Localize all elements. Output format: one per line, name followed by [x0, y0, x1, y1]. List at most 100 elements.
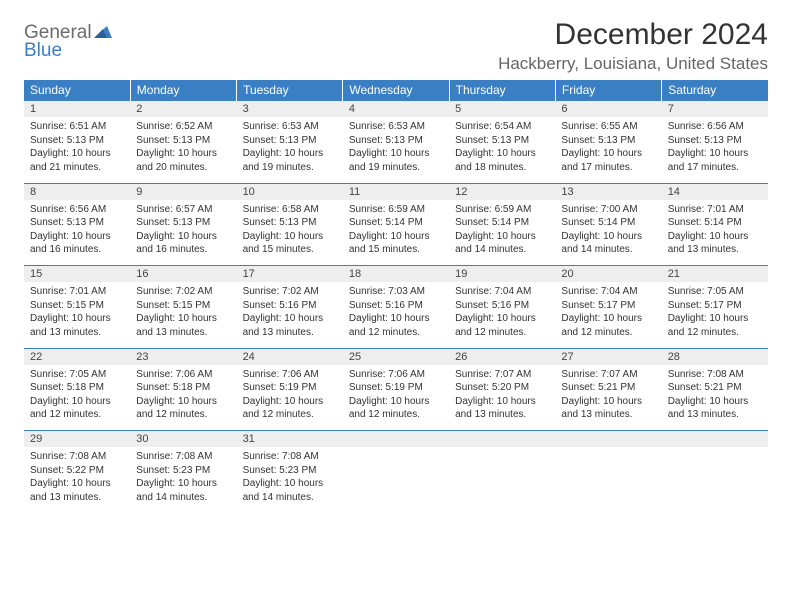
- sunset-text: Sunset: 5:18 PM: [30, 381, 124, 395]
- daylight-text: Daylight: 10 hours and 13 minutes.: [136, 312, 230, 339]
- sunset-text: Sunset: 5:13 PM: [349, 134, 443, 148]
- title-block: December 2024 Hackberry, Louisiana, Unit…: [498, 18, 768, 74]
- day-number-cell: 9: [130, 183, 236, 200]
- day-content-cell: [555, 447, 661, 513]
- sunset-text: Sunset: 5:17 PM: [668, 299, 762, 313]
- sunrise-text: Sunrise: 7:05 AM: [30, 368, 124, 382]
- sunset-text: Sunset: 5:16 PM: [455, 299, 549, 313]
- sunset-text: Sunset: 5:23 PM: [243, 464, 337, 478]
- day-number-cell: 24: [237, 348, 343, 365]
- logo-line2: Blue: [24, 40, 62, 61]
- sunrise-text: Sunrise: 7:06 AM: [243, 368, 337, 382]
- sunset-text: Sunset: 5:22 PM: [30, 464, 124, 478]
- day-number-cell: 4: [343, 101, 449, 118]
- day-number-cell: 12: [449, 183, 555, 200]
- day-number-row: 22232425262728: [24, 348, 768, 365]
- daylight-text: Daylight: 10 hours and 14 minutes.: [561, 230, 655, 257]
- sunrise-text: Sunrise: 6:56 AM: [668, 120, 762, 134]
- weekday-header: Thursday: [449, 80, 555, 101]
- sunrise-text: Sunrise: 7:02 AM: [243, 285, 337, 299]
- day-number-cell: 7: [662, 101, 768, 118]
- daylight-text: Daylight: 10 hours and 18 minutes.: [455, 147, 549, 174]
- daylight-text: Daylight: 10 hours and 21 minutes.: [30, 147, 124, 174]
- sunset-text: Sunset: 5:21 PM: [668, 381, 762, 395]
- day-content-cell: Sunrise: 7:00 AMSunset: 5:14 PMDaylight:…: [555, 200, 661, 266]
- day-number-cell: 28: [662, 348, 768, 365]
- day-content-cell: Sunrise: 6:59 AMSunset: 5:14 PMDaylight:…: [449, 200, 555, 266]
- day-content-cell: Sunrise: 7:05 AMSunset: 5:18 PMDaylight:…: [24, 365, 130, 431]
- weekday-header: Friday: [555, 80, 661, 101]
- sunset-text: Sunset: 5:17 PM: [561, 299, 655, 313]
- day-content-row: Sunrise: 7:01 AMSunset: 5:15 PMDaylight:…: [24, 282, 768, 348]
- day-content-cell: Sunrise: 7:06 AMSunset: 5:19 PMDaylight:…: [237, 365, 343, 431]
- sunset-text: Sunset: 5:19 PM: [349, 381, 443, 395]
- day-number-cell: 1: [24, 101, 130, 118]
- daylight-text: Daylight: 10 hours and 13 minutes.: [668, 395, 762, 422]
- day-content-cell: [343, 447, 449, 513]
- daylight-text: Daylight: 10 hours and 13 minutes.: [455, 395, 549, 422]
- day-number-cell: 17: [237, 266, 343, 283]
- calendar-table: SundayMondayTuesdayWednesdayThursdayFrid…: [24, 80, 768, 513]
- day-content-cell: Sunrise: 7:05 AMSunset: 5:17 PMDaylight:…: [662, 282, 768, 348]
- sunrise-text: Sunrise: 6:52 AM: [136, 120, 230, 134]
- logo-triangle-icon: [94, 22, 112, 43]
- day-content-cell: Sunrise: 6:56 AMSunset: 5:13 PMDaylight:…: [662, 117, 768, 183]
- weekday-header-row: SundayMondayTuesdayWednesdayThursdayFrid…: [24, 80, 768, 101]
- day-content-cell: Sunrise: 6:56 AMSunset: 5:13 PMDaylight:…: [24, 200, 130, 266]
- day-number-cell: 20: [555, 266, 661, 283]
- day-number-cell: 26: [449, 348, 555, 365]
- day-number-cell: 30: [130, 431, 236, 448]
- daylight-text: Daylight: 10 hours and 16 minutes.: [136, 230, 230, 257]
- day-content-cell: Sunrise: 7:03 AMSunset: 5:16 PMDaylight:…: [343, 282, 449, 348]
- daylight-text: Daylight: 10 hours and 12 minutes.: [243, 395, 337, 422]
- weekday-header: Sunday: [24, 80, 130, 101]
- day-number-cell: 29: [24, 431, 130, 448]
- day-content-cell: Sunrise: 7:08 AMSunset: 5:22 PMDaylight:…: [24, 447, 130, 513]
- sunset-text: Sunset: 5:14 PM: [668, 216, 762, 230]
- daylight-text: Daylight: 10 hours and 13 minutes.: [243, 312, 337, 339]
- day-content-cell: Sunrise: 7:02 AMSunset: 5:15 PMDaylight:…: [130, 282, 236, 348]
- sunrise-text: Sunrise: 7:07 AM: [561, 368, 655, 382]
- sunset-text: Sunset: 5:13 PM: [243, 134, 337, 148]
- sunset-text: Sunset: 5:13 PM: [30, 134, 124, 148]
- daylight-text: Daylight: 10 hours and 14 minutes.: [243, 477, 337, 504]
- daylight-text: Daylight: 10 hours and 14 minutes.: [455, 230, 549, 257]
- sunrise-text: Sunrise: 6:51 AM: [30, 120, 124, 134]
- sunset-text: Sunset: 5:19 PM: [243, 381, 337, 395]
- day-content-cell: Sunrise: 7:02 AMSunset: 5:16 PMDaylight:…: [237, 282, 343, 348]
- location: Hackberry, Louisiana, United States: [498, 54, 768, 74]
- day-content-cell: Sunrise: 6:53 AMSunset: 5:13 PMDaylight:…: [237, 117, 343, 183]
- day-content-cell: Sunrise: 6:52 AMSunset: 5:13 PMDaylight:…: [130, 117, 236, 183]
- sunset-text: Sunset: 5:13 PM: [136, 216, 230, 230]
- sunrise-text: Sunrise: 7:08 AM: [668, 368, 762, 382]
- logo: General Blue: [24, 24, 112, 60]
- month-title: December 2024: [498, 18, 768, 52]
- daylight-text: Daylight: 10 hours and 13 minutes.: [30, 477, 124, 504]
- day-number-cell: 23: [130, 348, 236, 365]
- daylight-text: Daylight: 10 hours and 12 minutes.: [136, 395, 230, 422]
- day-content-cell: Sunrise: 6:54 AMSunset: 5:13 PMDaylight:…: [449, 117, 555, 183]
- sunrise-text: Sunrise: 7:01 AM: [30, 285, 124, 299]
- sunset-text: Sunset: 5:14 PM: [349, 216, 443, 230]
- day-number-cell: 6: [555, 101, 661, 118]
- calendar-page: General Blue December 2024 Hackberry, Lo…: [0, 0, 792, 531]
- day-number-cell: [449, 431, 555, 448]
- day-number-cell: 27: [555, 348, 661, 365]
- sunset-text: Sunset: 5:21 PM: [561, 381, 655, 395]
- day-number-cell: 8: [24, 183, 130, 200]
- day-content-cell: Sunrise: 7:01 AMSunset: 5:14 PMDaylight:…: [662, 200, 768, 266]
- sunrise-text: Sunrise: 7:07 AM: [455, 368, 549, 382]
- day-number-cell: 16: [130, 266, 236, 283]
- day-content-cell: Sunrise: 7:08 AMSunset: 5:21 PMDaylight:…: [662, 365, 768, 431]
- daylight-text: Daylight: 10 hours and 13 minutes.: [30, 312, 124, 339]
- sunrise-text: Sunrise: 7:08 AM: [136, 450, 230, 464]
- day-number-cell: 18: [343, 266, 449, 283]
- sunrise-text: Sunrise: 7:01 AM: [668, 203, 762, 217]
- sunrise-text: Sunrise: 7:04 AM: [455, 285, 549, 299]
- sunset-text: Sunset: 5:13 PM: [30, 216, 124, 230]
- sunrise-text: Sunrise: 6:59 AM: [349, 203, 443, 217]
- day-number-cell: 19: [449, 266, 555, 283]
- day-number-cell: 11: [343, 183, 449, 200]
- day-content-cell: Sunrise: 7:06 AMSunset: 5:19 PMDaylight:…: [343, 365, 449, 431]
- sunrise-text: Sunrise: 7:04 AM: [561, 285, 655, 299]
